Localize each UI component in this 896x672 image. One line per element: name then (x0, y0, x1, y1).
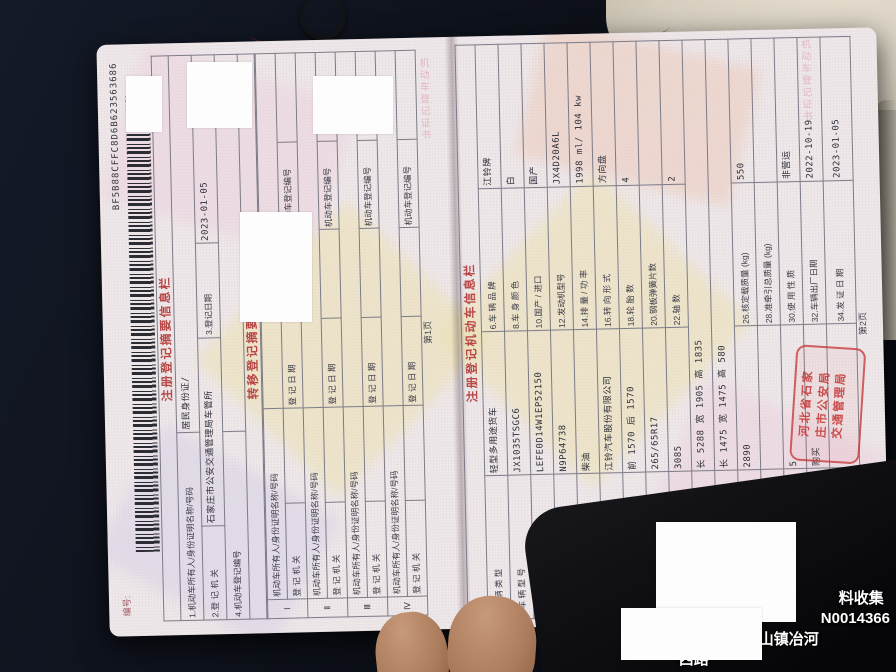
field-label: 8.车 身 颜 色 (501, 187, 528, 332)
field-value: 2022-10-19 (796, 37, 824, 182)
authority-label: 2.登 记 机 关 (201, 525, 227, 621)
transfer-authority-label: 登 记 机 关 (325, 502, 348, 599)
transfer-authority-value (323, 406, 346, 503)
redaction-box (656, 522, 796, 622)
redaction-box (126, 76, 162, 132)
field-value: 江铃汽车股份有限公司 (596, 329, 623, 474)
transfer-date-label: 登 记 日 期 (281, 319, 304, 409)
field-value: 非营运 (773, 37, 801, 182)
transfer-authority-label: 登 记 机 关 (285, 503, 308, 600)
transfer-authority-label: 登 记 机 关 (365, 501, 388, 598)
field-value: 2 (658, 40, 686, 185)
serial-label: 编号: (121, 595, 132, 617)
field-label: 10.国产 / 进口 (524, 186, 551, 332)
field-value: 3085 (665, 327, 692, 472)
transfer-authority-value (363, 406, 386, 502)
transfer-plate-value (275, 52, 298, 143)
field-value: LEFE0D14W1EP52150 (527, 330, 554, 475)
field-value: 国产 (520, 43, 548, 188)
field-label: 32.车辆出厂日期 (800, 180, 827, 325)
transfer-date-label: 登 记 日 期 (321, 318, 344, 408)
field-label: 30.使 用 性 质 (777, 181, 804, 326)
caption-line: N0014366 (820, 610, 890, 628)
field-value: JX4D20A6L (543, 42, 571, 187)
field-value: 江铃牌 (474, 44, 502, 189)
block-numeral: Ⅲ (347, 596, 388, 617)
field-value: 4 (612, 41, 640, 186)
field-value: 方向盘 (589, 41, 617, 186)
authority-seal: 河北省石家 庄市公安局 交通管理局 (789, 344, 867, 465)
field-label: 14.排 量 / 功 率 (570, 185, 597, 331)
transfer-plate-value (395, 50, 418, 140)
field-label: 12.发动机型号 (547, 186, 574, 331)
transfer-authority-value (283, 407, 306, 504)
block-numeral: Ⅰ (267, 598, 308, 619)
serial-number: BF5B88CFFC8D6B623563686 (108, 62, 123, 211)
field-value: 550 (727, 38, 755, 183)
field-label: 6.车 辆 品 牌 (478, 188, 505, 333)
field-value (757, 325, 784, 470)
transfer-authority-value (403, 405, 426, 502)
field-label: 34.发 证 日 期 (823, 180, 857, 325)
redaction-box (240, 212, 312, 322)
transfer-date-value (319, 229, 342, 319)
transfer-plate-label: 机动车登记编号 (317, 140, 340, 230)
redaction-box (187, 62, 252, 128)
field-value: 前 1570 后 1570 (619, 328, 646, 473)
redaction-box (313, 76, 393, 134)
field-label: 18.轮 胎 数 (616, 184, 643, 330)
reg-date-label: 3.登记日期 (195, 243, 221, 338)
field-value: 柴油 (573, 329, 600, 474)
field-value: 轻型多用途货车 (481, 331, 508, 476)
transfer-date-label: 登 记 日 期 (401, 316, 424, 406)
transfer-plate-label: 机动车登记编号 (357, 139, 380, 230)
field-value: N9P64738 (550, 330, 577, 475)
field-value: 265/65R17 (642, 328, 669, 473)
field-value: JX1035TSGC6 (504, 331, 531, 476)
field-value: 2023-01-05 (819, 36, 854, 181)
field-value: 白 (497, 43, 525, 189)
field-label: 26.核定载质量 (kg) (731, 182, 758, 327)
transfer-plate-label: 机动车登记编号 (397, 138, 420, 229)
transfer-date-value (399, 227, 422, 317)
registration-summary-table: 注册登记摘要信息栏 1.机动车所有人/身份证明名称/号码 居民身份证/ 2.登 … (151, 53, 268, 622)
field-value (635, 40, 663, 185)
field-value: 2890 (734, 325, 761, 471)
transfer-date-value (359, 228, 382, 318)
redaction-box (621, 608, 762, 660)
block-numeral: Ⅱ (307, 597, 348, 618)
field-value: 1998 ml/ 104 kw (566, 42, 594, 187)
caption-line: 料收集 (838, 590, 884, 607)
field-label: 20.钢板弹簧片数 (639, 184, 666, 329)
transfer-authority-label: 登 记 机 关 (405, 500, 428, 597)
transfer-blocks-table: Ⅰ 机动车所有人/身份证明名称/号码 登 记 机 关 登 记 日 期 机动车登记… (255, 49, 441, 619)
field-label: 16.转 向 形 式 (593, 185, 620, 330)
field-label: 28.准牵引总质量 (kg) (754, 181, 781, 326)
transfer-date-label: 登 记 日 期 (361, 317, 384, 407)
field-label: 22.轴 数 (662, 183, 689, 329)
field-value (750, 38, 778, 183)
page-1: 编号: BF5B88CFFC8D6B623563686 注册登记摘要信息栏 1.… (103, 49, 458, 623)
